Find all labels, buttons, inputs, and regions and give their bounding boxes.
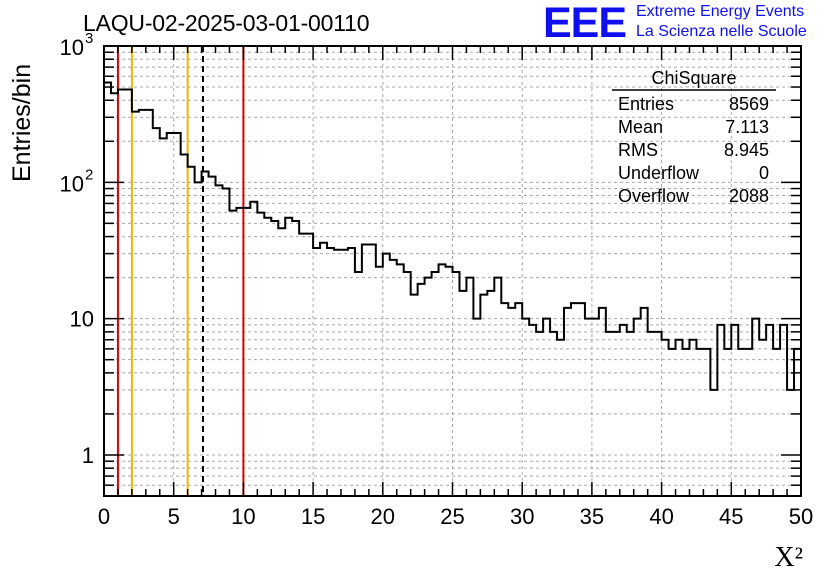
y-tick-label: 10 (70, 307, 94, 332)
stats-row-value: 8.945 (724, 140, 769, 160)
y-tick-exponent: 3 (85, 30, 93, 47)
stats-row-value: 0 (759, 163, 769, 183)
x-axis-label: X² (774, 542, 803, 572)
x-tick-label: 0 (98, 504, 110, 529)
x-tick-label: 45 (719, 504, 743, 529)
stats-row-label: RMS (618, 140, 658, 160)
x-axis-label-text: X² (774, 542, 803, 572)
x-tick-label: 40 (649, 504, 673, 529)
y-tick-label: 10 (60, 35, 84, 60)
axis-ticks (103, 45, 802, 497)
y-tick-label: 10 (60, 171, 84, 196)
logo-subtitle-2: La Scienza nelle Scuole (636, 23, 807, 40)
y-tick-label: 1 (82, 443, 94, 468)
x-tick-label: 15 (301, 504, 325, 529)
stats-row-value: 7.113 (725, 117, 769, 137)
x-tick-label: 35 (580, 504, 604, 529)
plot-title: LAQU-02-2025-03-01-00110 (83, 10, 370, 36)
stats-title: ChiSquare (651, 68, 736, 88)
logo-subtitle-1: Extreme Energy Events (636, 3, 805, 20)
stats-row-label: Entries (618, 94, 674, 114)
stats-row-value: 2088 (729, 186, 769, 206)
stats-row-label: Underflow (618, 163, 700, 183)
x-tick-label: 20 (371, 504, 395, 529)
stats-row-value: 8569 (729, 94, 769, 114)
x-tick-labels: 0 5 10 15 20 25 30 35 40 45 50 (98, 504, 813, 529)
x-tick-label: 25 (440, 504, 464, 529)
eee-logo: EEE (543, 0, 627, 47)
stats-row-label: Mean (618, 117, 663, 137)
x-tick-label: 5 (168, 504, 180, 529)
x-tick-label: 10 (231, 504, 255, 529)
x-tick-label: 30 (510, 504, 534, 529)
histogram-series (104, 81, 801, 391)
reference-lines (116, 46, 245, 496)
stats-box: ChiSquare Entries 8569 Mean 7.113 RMS 8.945 Und… (612, 68, 776, 206)
stats-row-label: Overflow (618, 186, 690, 206)
x-tick-label: 50 (789, 504, 813, 529)
y-tick-exponent: 2 (85, 166, 93, 183)
